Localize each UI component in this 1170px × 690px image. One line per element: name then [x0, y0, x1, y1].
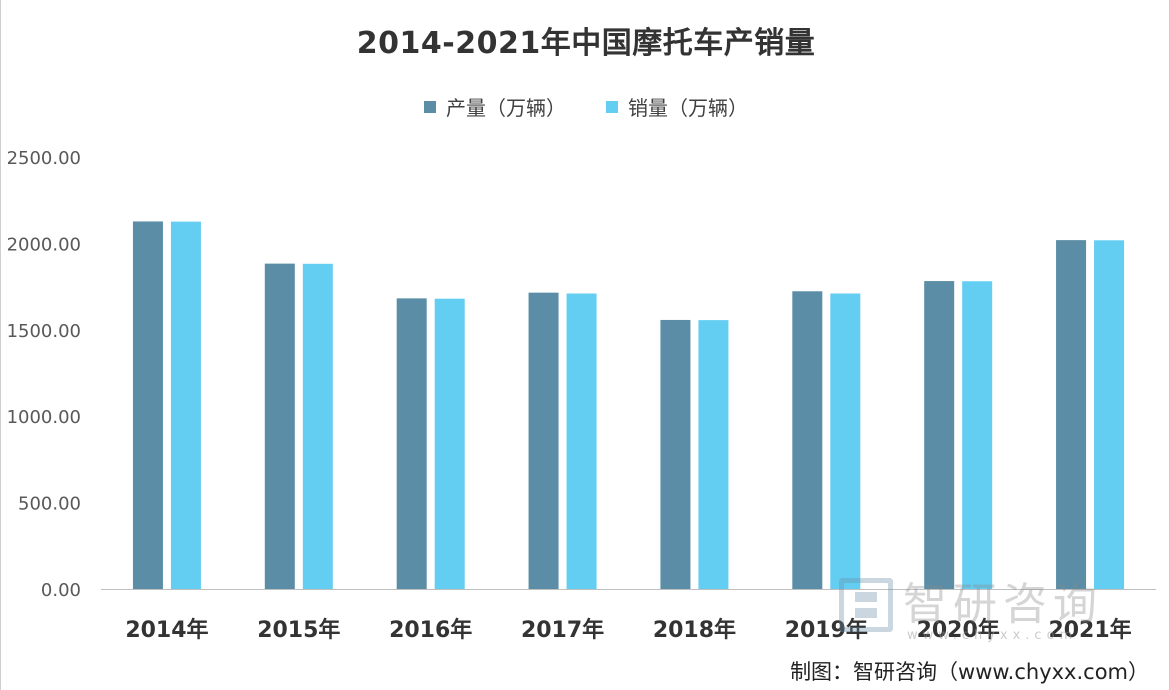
x-tick-label: 2015年 [257, 617, 340, 643]
bar-sales [962, 281, 993, 589]
bar-sales [302, 263, 333, 589]
y-tick-label: 0.00 [41, 580, 81, 601]
y-tick-label: 2000.00 [7, 234, 81, 255]
watermark-logo-icon [839, 578, 893, 632]
x-tick-label: 2019年 [785, 617, 868, 643]
bar-sales [566, 293, 597, 589]
x-tick-label: 2018年 [653, 617, 736, 643]
bar-production [528, 292, 559, 589]
x-tick-label: 2020年 [917, 617, 1000, 643]
bar-sales [1094, 240, 1125, 589]
source-note: 制图：智研咨询（www.chyxx.com） [790, 660, 1149, 684]
legend-label-production: 产量（万辆） [446, 96, 566, 120]
bar-production [792, 291, 823, 589]
bar-sales [698, 320, 729, 589]
bar-production [132, 221, 163, 589]
bar-sales [434, 298, 465, 589]
watermark: 智研咨询 [839, 578, 1103, 632]
bar-production [396, 298, 427, 589]
legend-label-sales: 销量（万辆） [628, 96, 748, 120]
legend-swatch-production [424, 100, 436, 113]
bar-production [1056, 240, 1087, 589]
legend-swatch-sales [606, 100, 618, 113]
bar-sales [170, 221, 201, 589]
legend-item-production: 产量（万辆） [424, 92, 566, 121]
y-tick-label: 1000.00 [7, 407, 81, 428]
watermark-text: 智研咨询 [903, 579, 1103, 630]
bar-production [264, 263, 295, 589]
bar-production [660, 319, 691, 589]
x-tick-label: 2014年 [125, 617, 208, 643]
watermark-url: www.chyxx.com [907, 628, 1078, 643]
x-tick-label: 2017年 [521, 617, 604, 643]
y-tick-label: 2500.00 [7, 148, 81, 169]
y-tick-label: 500.00 [18, 494, 81, 515]
x-tick-label: 2016年 [389, 617, 472, 643]
y-tick-label: 1500.00 [7, 321, 81, 342]
legend-item-sales: 销量（万辆） [606, 92, 748, 121]
chart-title: 2014-2021年中国摩托车产销量 [356, 26, 816, 61]
x-tick-label: 2021年 [1048, 617, 1131, 643]
bar-sales [830, 293, 861, 589]
bar-production [924, 281, 955, 589]
chart-legend: 产量（万辆） 销量（万辆） [1, 92, 1170, 121]
